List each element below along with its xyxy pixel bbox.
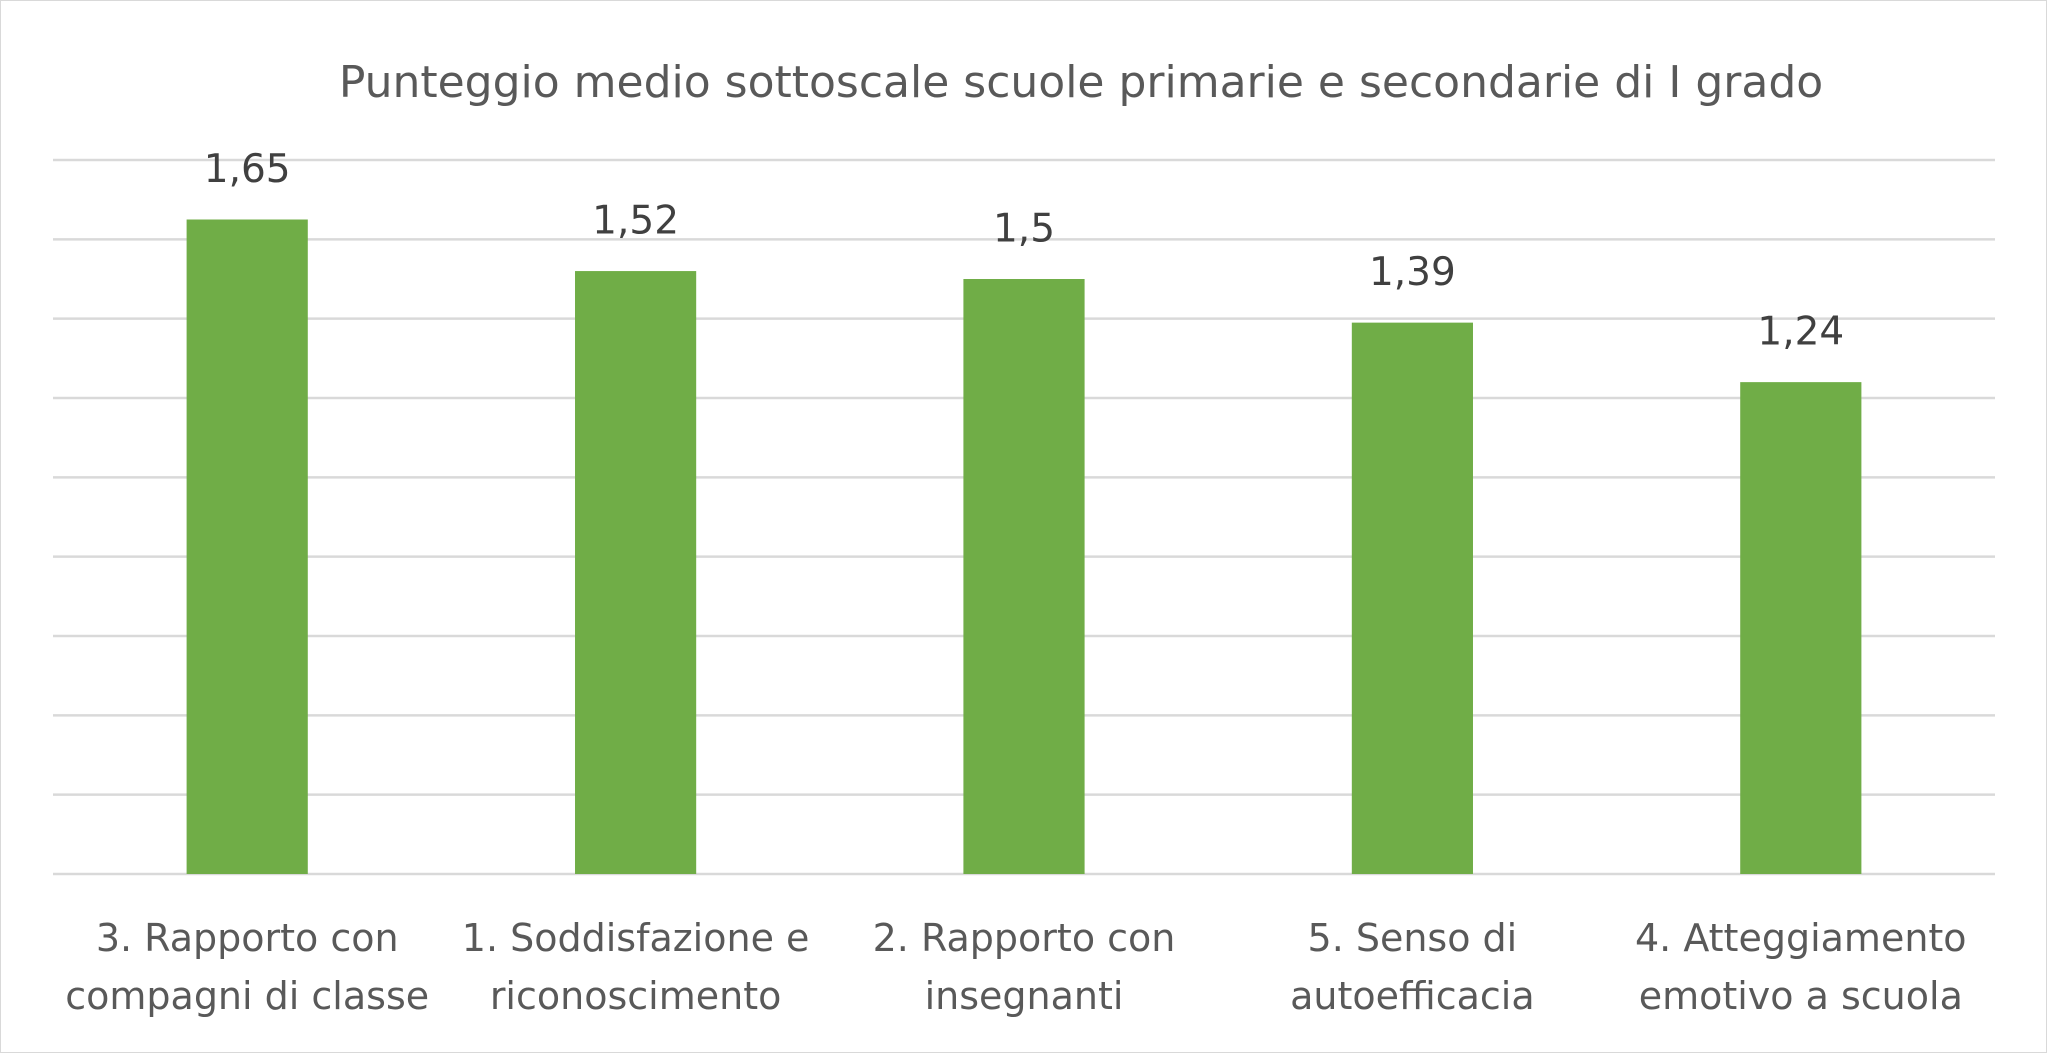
- value-label: 1,24: [1757, 310, 1844, 355]
- x-tick-label: 3. Rapporto con compagni di classe: [65, 916, 430, 1018]
- chart-title: Punteggio medio sottoscale scuole primar…: [339, 57, 1823, 108]
- x-tick-label: 2. Rapporto con insegnanti: [872, 916, 1176, 1018]
- bar: [1740, 382, 1862, 874]
- bar: [575, 271, 697, 875]
- bar: [186, 219, 308, 874]
- bar: [963, 279, 1085, 874]
- x-tick-label: 1. Soddisfazione e riconoscimento: [461, 916, 810, 1018]
- bar: [1351, 322, 1473, 875]
- x-tick-label: 4. Atteggiamento emotivo a scuola: [1635, 916, 1967, 1018]
- x-tick-label: 5. Senso di autoefficacia: [1290, 916, 1535, 1018]
- value-label: 1,39: [1369, 250, 1456, 295]
- value-label: 1,52: [592, 199, 679, 244]
- value-label: 1,65: [204, 147, 291, 192]
- value-label: 1,5: [993, 207, 1055, 252]
